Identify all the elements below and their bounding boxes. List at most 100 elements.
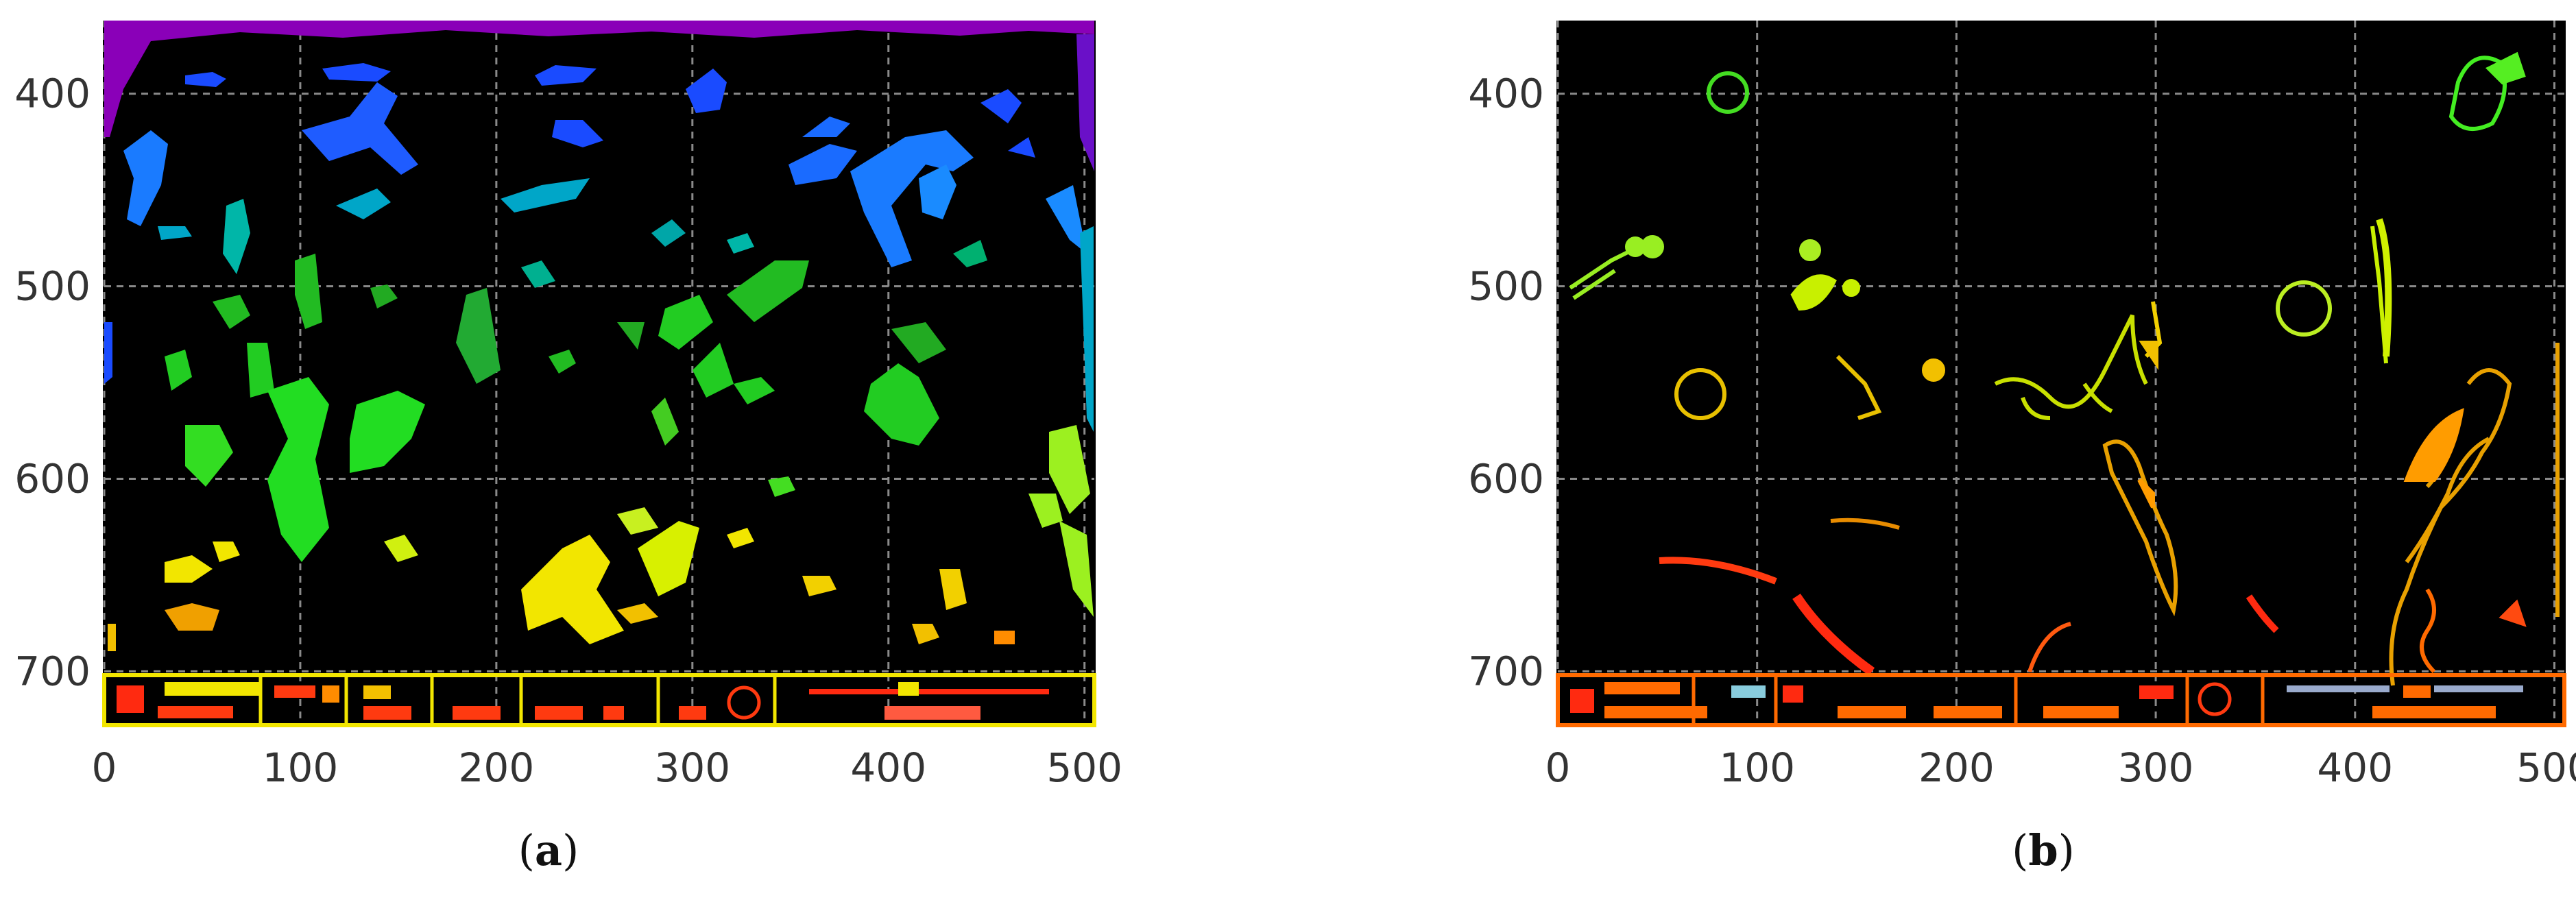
blob xyxy=(1731,685,1766,698)
blob xyxy=(617,603,658,624)
blob xyxy=(295,254,322,329)
blob xyxy=(158,706,233,718)
blob xyxy=(384,535,418,562)
blob xyxy=(2372,706,2496,718)
blob xyxy=(727,233,754,254)
blob xyxy=(2139,685,2174,699)
caption-a: (a) xyxy=(518,825,579,875)
blob xyxy=(884,706,980,720)
blob xyxy=(802,117,850,137)
blob xyxy=(1080,226,1094,432)
contour xyxy=(2403,408,2464,482)
blob xyxy=(336,188,391,219)
blob xyxy=(864,363,939,446)
blob xyxy=(617,507,658,535)
contour xyxy=(1625,236,1646,257)
blob xyxy=(686,69,727,113)
blob xyxy=(617,322,645,350)
plot-a: 0 100 200 300 400 500 400 500 600 700 (a) xyxy=(14,21,1123,875)
blob xyxy=(247,343,274,398)
blob xyxy=(1059,521,1094,617)
blob xyxy=(521,260,555,288)
purple-edge xyxy=(1076,34,1094,171)
x-tick-label: 400 xyxy=(2317,744,2393,791)
y-tick-label: 700 xyxy=(1468,648,1544,694)
contour xyxy=(1790,274,1837,311)
contour xyxy=(2276,280,2332,337)
contour xyxy=(1922,358,1945,382)
x-tick-label: 300 xyxy=(654,744,730,791)
blob xyxy=(213,295,250,329)
blob xyxy=(322,685,339,703)
blob xyxy=(370,284,398,308)
blob xyxy=(1838,706,1906,718)
blob xyxy=(1028,494,1063,528)
blob xyxy=(912,624,939,644)
x-tick-label: 100 xyxy=(1719,744,1795,791)
contour xyxy=(1572,269,1616,300)
contour xyxy=(1792,594,1875,676)
blob xyxy=(185,425,233,487)
blob xyxy=(603,706,624,720)
contour xyxy=(2027,622,2071,672)
x-tick-labels: 0 100 200 300 400 500 xyxy=(92,744,1123,791)
contour xyxy=(2448,56,2507,131)
blob xyxy=(501,178,590,212)
blob xyxy=(223,199,250,274)
blob xyxy=(1049,425,1090,514)
blob xyxy=(322,63,391,82)
y-tick-label: 600 xyxy=(14,455,91,502)
blob xyxy=(213,542,240,562)
y-tick-label: 500 xyxy=(1468,263,1544,310)
blob xyxy=(2287,685,2390,692)
x-tick-label: 100 xyxy=(263,744,339,791)
blob xyxy=(1934,706,2002,718)
blob xyxy=(727,260,809,322)
blob xyxy=(727,685,761,720)
blob xyxy=(108,624,116,651)
panel-b: 0 100 200 300 400 500 400 500 600 700 (b) xyxy=(1426,0,2576,900)
blob xyxy=(350,391,425,473)
blob xyxy=(185,72,226,87)
blob xyxy=(768,476,795,497)
blob xyxy=(2198,682,2232,716)
contour xyxy=(2137,478,2155,509)
contour xyxy=(1994,314,2148,420)
blob xyxy=(1008,137,1035,158)
bottom-strip xyxy=(102,673,1096,727)
x-tick-label: 300 xyxy=(2118,744,2194,791)
x-tick-label: 200 xyxy=(459,744,535,791)
contour xyxy=(1707,71,1749,114)
blob xyxy=(552,120,603,147)
x-tick-label: 0 xyxy=(1545,744,1571,791)
blob xyxy=(453,706,501,720)
caption-b: (b) xyxy=(2012,825,2075,875)
blob xyxy=(117,685,144,713)
contour xyxy=(2139,341,2158,370)
blob xyxy=(456,288,501,384)
y-tick-labels: 400 500 600 700 xyxy=(14,71,91,695)
contour xyxy=(2499,599,2527,627)
blob xyxy=(1570,689,1594,713)
x-tick-labels: 0 100 200 300 400 500 xyxy=(1545,744,2576,791)
blob xyxy=(727,528,754,548)
contour xyxy=(1674,368,1726,420)
contour xyxy=(2376,218,2392,357)
x-tick-label: 0 xyxy=(92,744,117,791)
plot-b: 0 100 200 300 400 500 400 500 600 700 (b) xyxy=(1468,21,2576,875)
contour xyxy=(1835,354,1882,420)
blob xyxy=(2403,685,2431,698)
contour xyxy=(2485,51,2526,85)
blob xyxy=(165,350,192,391)
contour xyxy=(2370,226,2388,364)
blob xyxy=(2434,685,2523,692)
particle-contours xyxy=(1569,51,2560,686)
blob xyxy=(363,706,411,720)
blob xyxy=(549,350,576,374)
blob xyxy=(789,144,857,185)
blob xyxy=(693,343,734,398)
blob xyxy=(274,685,315,698)
contour xyxy=(1842,279,1860,297)
blob xyxy=(165,555,213,583)
blob xyxy=(980,89,1022,123)
